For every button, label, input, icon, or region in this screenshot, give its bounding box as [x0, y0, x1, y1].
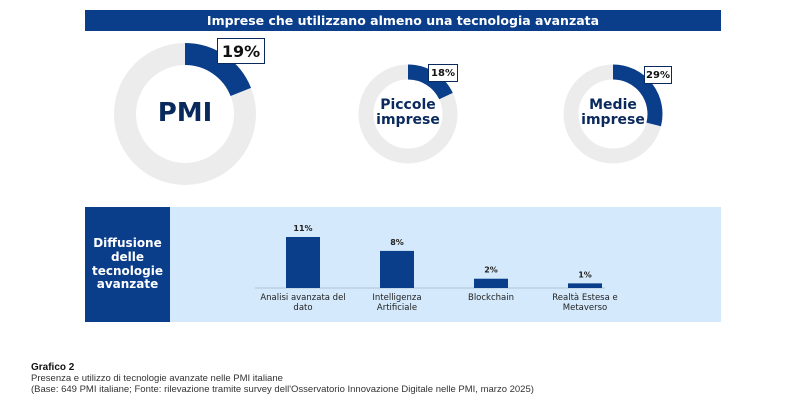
donut-pmi: PMI [113, 42, 257, 186]
donut-piccole-value-badge: 18% [428, 64, 458, 82]
bar-value-label-1: 8% [390, 238, 404, 247]
bar-3 [568, 283, 602, 288]
diffusion-bar-chart: 11% Analisi avanzata del dato 8% Intelligenz… [255, 224, 618, 313]
chart-banner-title: Imprese che utilizzano almeno una tecnol… [85, 10, 721, 31]
donut-pmi-arc [184, 43, 252, 97]
bar-2 [474, 278, 508, 288]
diffusion-title: Diffusione delle tecnologie avanzate [85, 207, 170, 322]
donut-pmi-label: PMI [157, 98, 213, 128]
donut-medie-value-badge: 29% [644, 66, 672, 84]
bar-category-label-1: Intelligenza Artificiale [372, 293, 421, 313]
donut-medie-imprese: Medie imprese [563, 64, 663, 164]
bar-category-label-3: Realtà Estesa e Metaverso [552, 293, 618, 313]
diffusion-panel: Diffusione delle tecnologie avanzate 11%… [85, 207, 721, 322]
donut-piccole-imprese: Piccole imprese [358, 64, 458, 164]
bar-value-label-2: 2% [484, 266, 498, 275]
donut-medie-label: Medie imprese [581, 97, 645, 128]
donut-medie-chart [563, 64, 663, 164]
bar-0 [286, 237, 320, 288]
caption-source: (Base: 649 PMI italiane; Fonte: rilevazi… [31, 384, 534, 395]
bar-category-label-2: Blockchain [468, 293, 514, 303]
bar-category-label-0: Analisi avanzata del dato [260, 293, 345, 313]
donut-pmi-chart [114, 43, 256, 185]
figure-caption: Grafico 2 Presenza e utilizzo di tecnolo… [31, 362, 771, 395]
donut-pmi-value-badge: 19% [217, 38, 265, 64]
bar-value-label-3: 1% [578, 270, 592, 279]
caption-description: Presenza e utilizzo di tecnologie avanza… [31, 373, 283, 384]
caption-title: Grafico 2 [31, 362, 75, 373]
bar-value-label-0: 11% [293, 224, 312, 233]
donut-piccole-label: Piccole imprese [376, 97, 440, 128]
donut-medie-arc [612, 64, 663, 127]
bar-1 [380, 250, 414, 288]
